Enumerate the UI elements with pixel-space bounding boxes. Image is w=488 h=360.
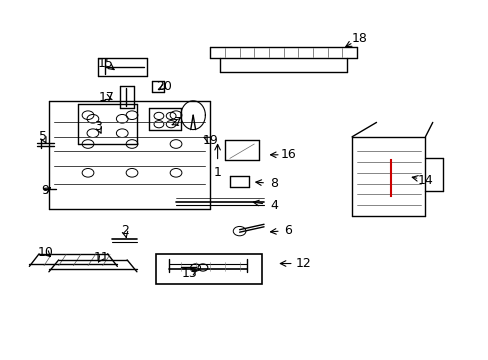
Text: 2: 2 — [121, 224, 128, 237]
Text: 8: 8 — [269, 177, 277, 190]
Text: 14: 14 — [417, 174, 432, 186]
Text: 12: 12 — [295, 257, 310, 270]
Text: 13: 13 — [182, 267, 197, 280]
Text: 7: 7 — [174, 116, 182, 129]
Text: 17: 17 — [99, 91, 114, 104]
Text: 19: 19 — [202, 134, 218, 147]
Text: 11: 11 — [94, 251, 109, 264]
Text: 16: 16 — [280, 148, 296, 161]
Text: 1: 1 — [213, 166, 221, 179]
Text: 4: 4 — [269, 199, 277, 212]
Text: 10: 10 — [38, 246, 53, 258]
Text: 18: 18 — [351, 32, 366, 45]
Text: 3: 3 — [94, 120, 102, 132]
Bar — [156, 254, 261, 284]
Text: 5: 5 — [39, 130, 47, 143]
Text: 15: 15 — [97, 57, 113, 69]
Text: 6: 6 — [284, 224, 292, 237]
Text: 9: 9 — [41, 184, 49, 197]
Text: 20: 20 — [156, 80, 171, 93]
